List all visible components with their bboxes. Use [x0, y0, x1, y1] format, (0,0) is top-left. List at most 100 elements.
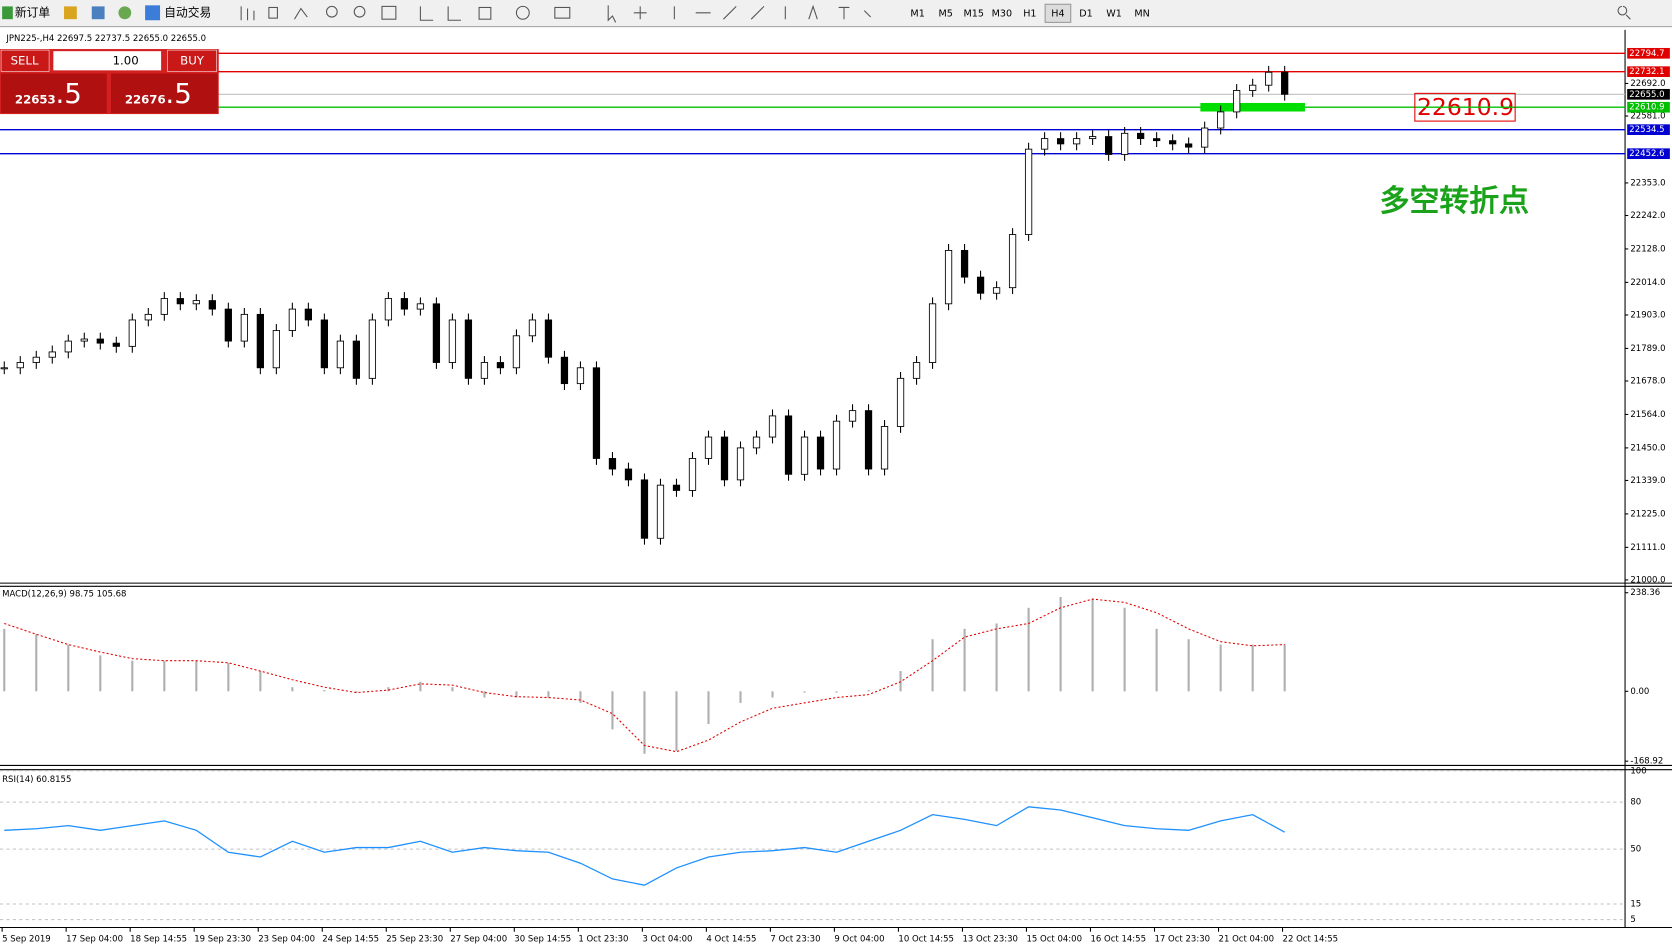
tool-icon[interactable]: [633, 6, 786, 20]
candle: [1217, 111, 1225, 129]
candle: [96, 338, 104, 344]
auto-trading-button[interactable]: 自动交易: [164, 5, 211, 19]
candle: [1153, 138, 1161, 142]
candle: [848, 410, 857, 422]
auto-trading-icon[interactable]: [145, 5, 161, 21]
tool-icon[interactable]: [325, 5, 338, 18]
tool-icon[interactable]: [240, 6, 255, 21]
sell-button[interactable]: [0, 49, 50, 72]
timeframe-button[interactable]: MN: [1134, 8, 1149, 19]
candle: [304, 308, 312, 321]
macd-bar: [1283, 644, 1286, 692]
level-label: 22732.1: [1629, 67, 1664, 77]
y-tick-label: 22692.0: [1630, 79, 1665, 89]
macd-bar: [771, 691, 774, 698]
candle: [1072, 138, 1081, 145]
candle: [624, 468, 633, 481]
candle: [480, 362, 489, 379]
candle: [944, 249, 953, 305]
macd-bar: [323, 690, 326, 692]
macd-bar: [867, 690, 870, 692]
candle: [976, 276, 985, 294]
timeframe-button[interactable]: W1: [1106, 8, 1122, 19]
y-tick-label: 0.00: [1630, 687, 1649, 697]
tool-icon[interactable]: [808, 4, 872, 20]
candle: [992, 287, 1001, 294]
macd-bar: [1059, 597, 1062, 692]
candle: [1265, 71, 1273, 86]
macd-bar: [35, 634, 38, 692]
x-tick-label: 21 Oct 04:00: [1219, 935, 1275, 945]
macd-bar: [579, 691, 582, 703]
chart-header: JPN225-,H4 22697.5 22737.5 22655.0 22655…: [5, 34, 206, 44]
tool-icon[interactable]: [91, 6, 105, 20]
tool-icon[interactable]: [118, 6, 132, 20]
buy-price-box[interactable]: [110, 73, 218, 114]
candle: [1104, 136, 1113, 155]
timeframe-button[interactable]: M15: [964, 8, 984, 19]
current-tag: [1627, 88, 1670, 100]
candle: [208, 300, 216, 310]
tool-icon[interactable]: [478, 6, 492, 20]
tool-icon[interactable]: [353, 5, 366, 18]
timeframe-button[interactable]: M1: [910, 8, 924, 19]
macd-bar: [1027, 607, 1030, 692]
candle: [896, 377, 905, 427]
x-tick-label: 4 Oct 14:55: [706, 935, 756, 945]
macd-bar: [675, 691, 678, 751]
timeframe-active: [1044, 3, 1072, 23]
candle: [720, 436, 729, 481]
candle: [32, 356, 40, 363]
macd-bar: [931, 639, 934, 692]
buy-button[interactable]: [167, 49, 217, 72]
new-order-icon[interactable]: [2, 6, 13, 20]
candle: [512, 335, 521, 369]
candle: [160, 298, 168, 315]
new-order-button[interactable]: 新订单: [15, 5, 50, 19]
y-tick-label: 5: [1630, 915, 1635, 925]
buy-label[interactable]: BUY: [180, 53, 205, 67]
y-tick-label: 238.36: [1630, 588, 1660, 598]
y-tick-label: 22128.0: [1630, 244, 1665, 254]
level-label: 22534.5: [1629, 125, 1664, 135]
macd-bar: [291, 687, 294, 692]
tool-icon[interactable]: [64, 6, 77, 20]
tool-icon[interactable]: [554, 6, 571, 19]
tool-icon[interactable]: [294, 7, 308, 20]
timeframe-button[interactable]: H1: [1023, 8, 1036, 19]
candle: [688, 458, 697, 491]
tool-icon[interactable]: [381, 5, 397, 20]
tool-icon[interactable]: [268, 6, 278, 19]
candle: [1233, 90, 1241, 113]
candle: [1088, 136, 1097, 140]
x-tick-label: 3 Oct 04:00: [642, 935, 692, 945]
macd-bar: [67, 644, 70, 692]
timeframe-button[interactable]: M30: [992, 8, 1012, 19]
candle: [48, 351, 56, 358]
current-label: 22655.0: [1629, 90, 1664, 100]
candle: [640, 479, 649, 539]
macd-bar: [835, 691, 838, 693]
timeframe-button[interactable]: H4: [1051, 8, 1064, 19]
x-tick-label: 23 Sep 04:00: [258, 935, 315, 945]
x-tick-label: 22 Oct 14:55: [1283, 935, 1339, 945]
candle: [16, 362, 24, 369]
lots-value[interactable]: 1.00: [113, 53, 139, 67]
candle: [608, 458, 617, 470]
candle: [704, 436, 713, 459]
tool-icon[interactable]: [515, 5, 530, 20]
tool-icon[interactable]: [419, 6, 461, 21]
level-label: 22794.7: [1629, 49, 1664, 59]
candle: [528, 319, 537, 337]
sell-price: 22653: [15, 93, 56, 107]
sell-price-box[interactable]: [1, 73, 107, 114]
timeframe-button[interactable]: M5: [939, 8, 953, 19]
timeframe-button[interactable]: D1: [1079, 8, 1092, 19]
tool-icon[interactable]: [607, 5, 617, 23]
sell-label[interactable]: SELL: [11, 53, 39, 67]
lots-input[interactable]: [53, 51, 162, 71]
candle: [1137, 132, 1145, 140]
level-tag: [1627, 47, 1670, 59]
y-tick-label: 21678.0: [1630, 376, 1665, 386]
search-icon[interactable]: [1617, 5, 1631, 20]
